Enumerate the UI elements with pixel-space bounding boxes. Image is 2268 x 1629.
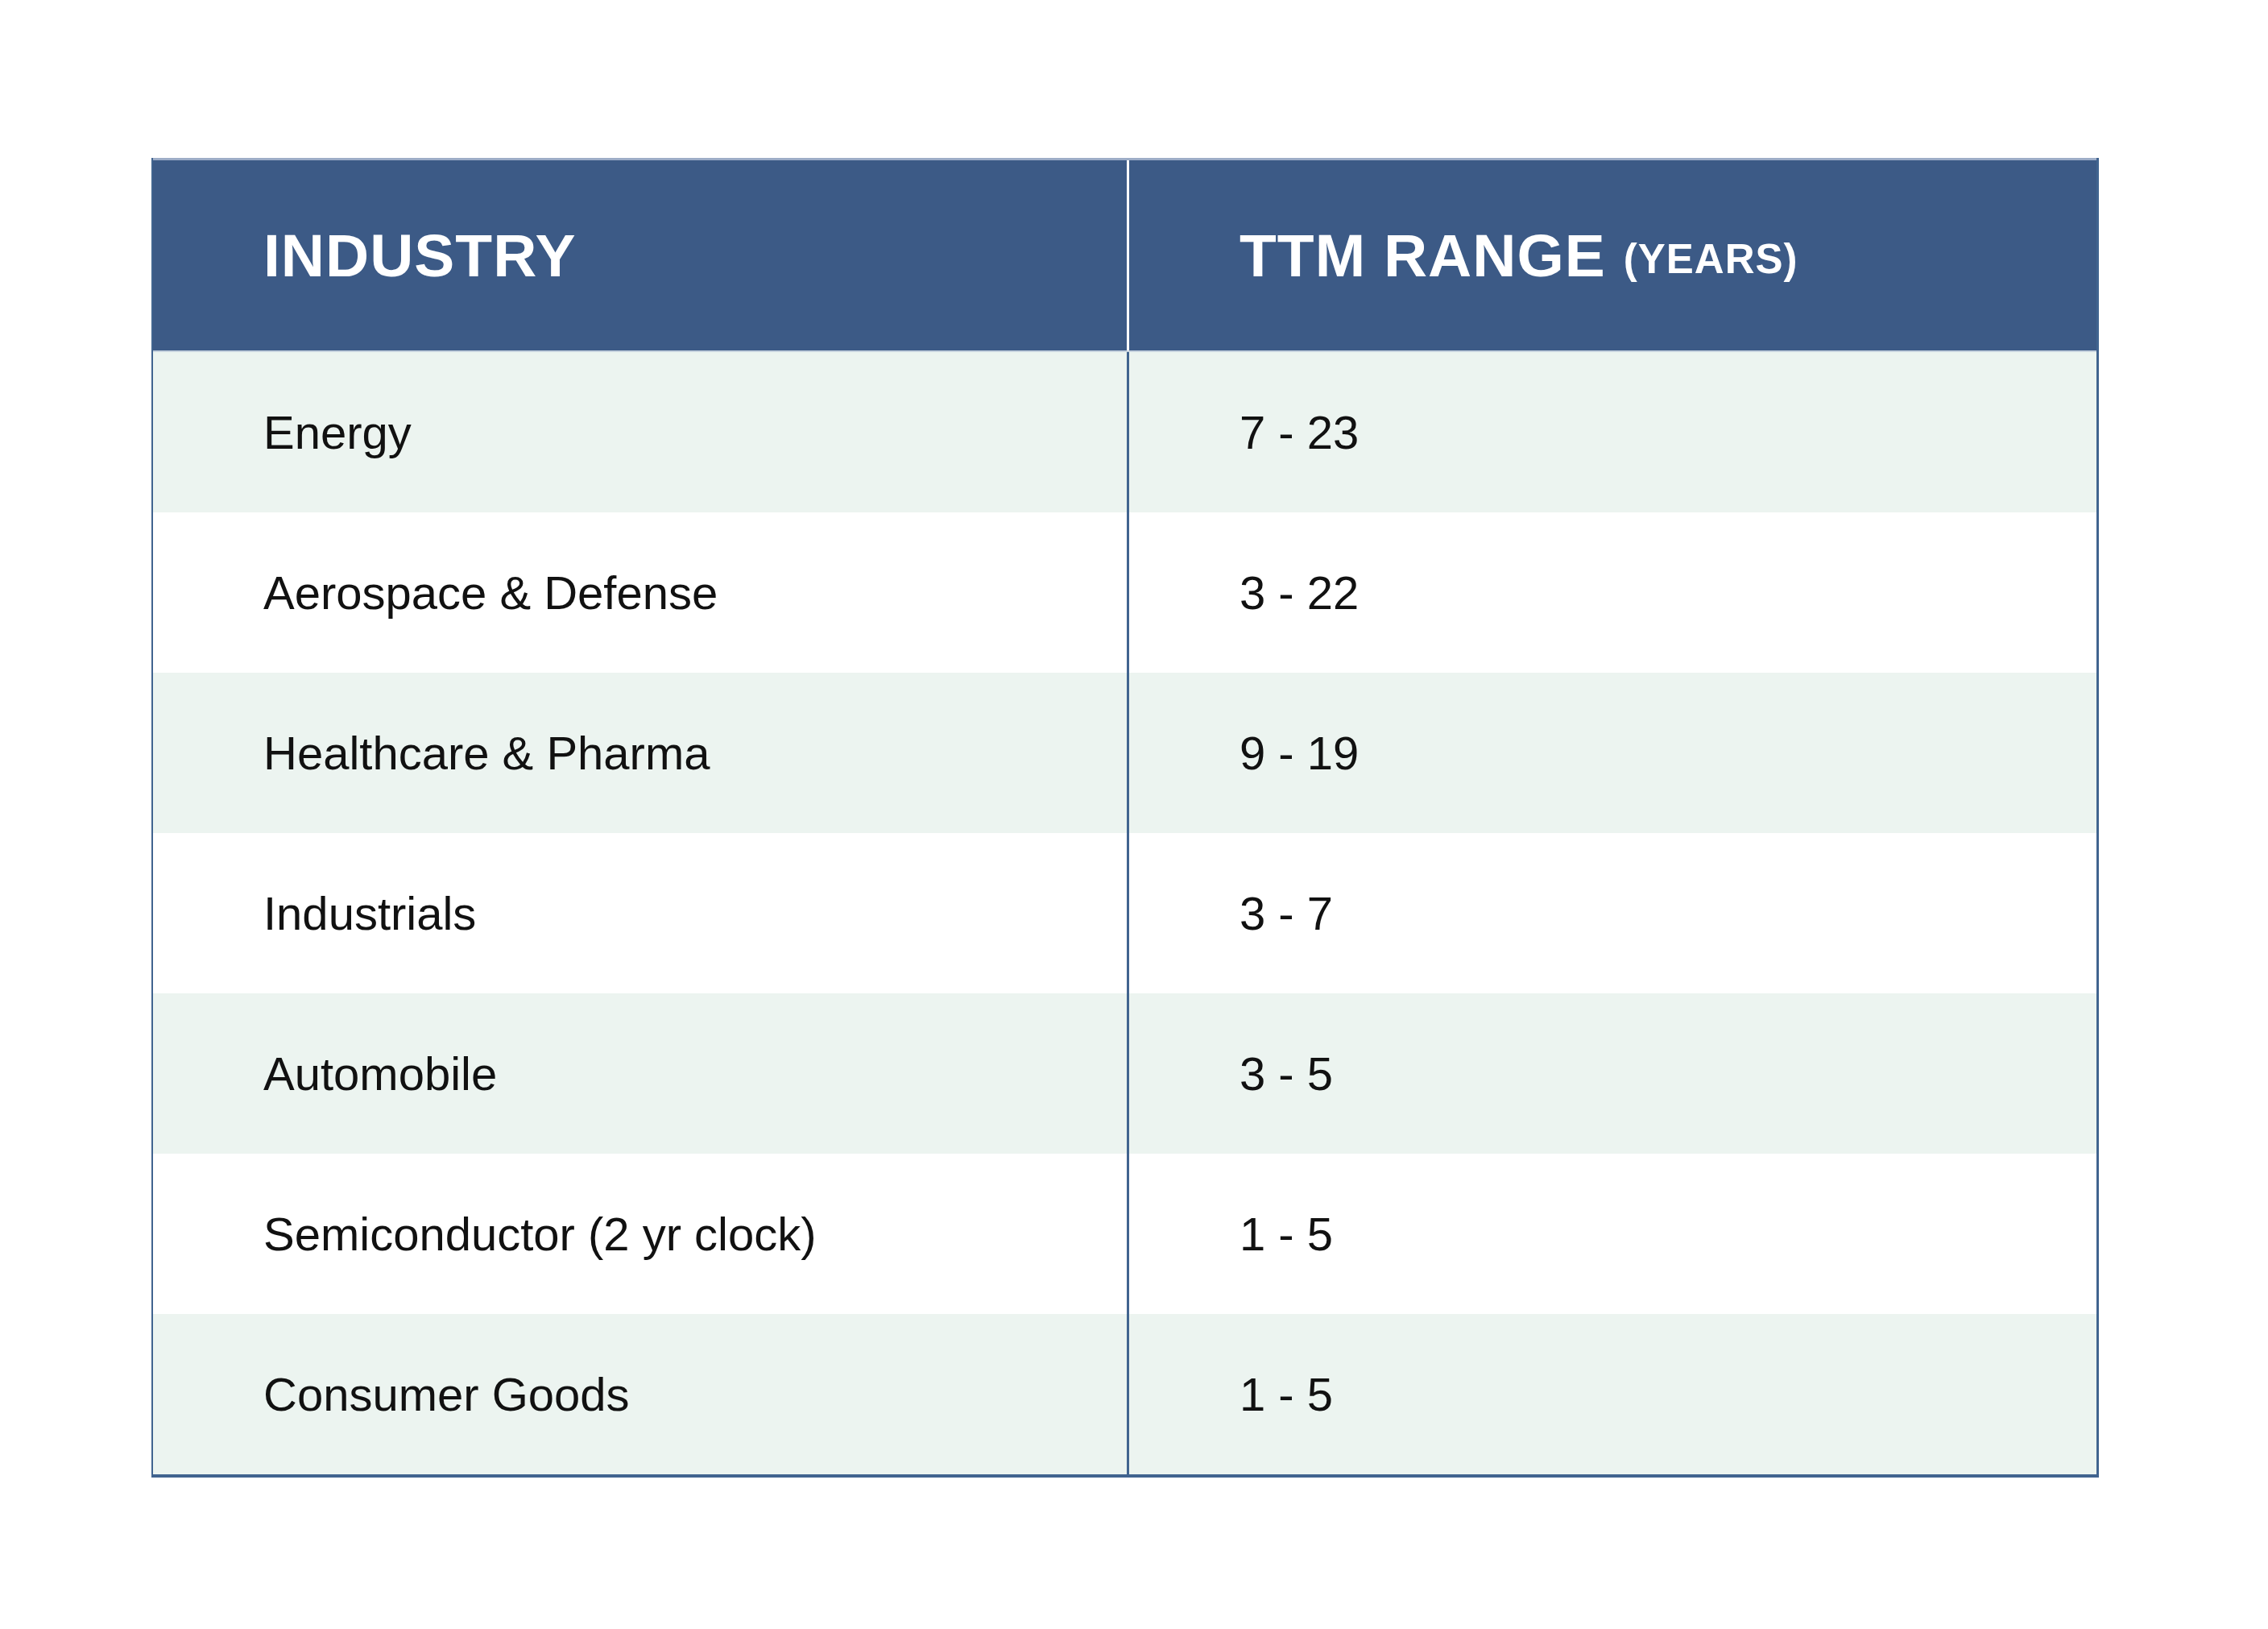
ttm-range-cell: 7 - 23	[1129, 352, 2096, 512]
industry-cell: Energy	[153, 352, 1129, 512]
industry-cell: Automobile	[153, 993, 1129, 1154]
table-row: Healthcare & Pharma 9 - 19	[153, 673, 2096, 833]
industry-cell: Semiconductor (2 yr clock)	[153, 1154, 1129, 1314]
industry-cell: Healthcare & Pharma	[153, 673, 1129, 833]
header-cell-industry: INDUSTRY	[153, 160, 1129, 350]
table-row: Aerospace & Defense 3 - 22	[153, 512, 2096, 673]
ttm-range-cell: 3 - 5	[1129, 993, 2096, 1154]
ttm-range-cell: 9 - 19	[1129, 673, 2096, 833]
table-row: Energy 7 - 23	[153, 352, 2096, 512]
table-row: Semiconductor (2 yr clock) 1 - 5	[153, 1154, 2096, 1314]
table-row: Consumer Goods 1 - 5	[153, 1314, 2096, 1474]
industry-cell: Aerospace & Defense	[153, 512, 1129, 673]
industry-cell: Consumer Goods	[153, 1314, 1129, 1474]
ttm-range-cell: 1 - 5	[1129, 1154, 2096, 1314]
ttm-range-table: INDUSTRY TTM RANGE (YEARS) Energy 7 - 23…	[151, 158, 2099, 1478]
ttm-range-cell: 3 - 7	[1129, 833, 2096, 993]
industry-column-header: INDUSTRY	[263, 226, 577, 286]
table-header-row: INDUSTRY TTM RANGE (YEARS)	[153, 158, 2096, 352]
ttm-range-units-label: (YEARS)	[1624, 232, 1798, 280]
industry-cell: Industrials	[153, 833, 1129, 993]
table-row: Industrials 3 - 7	[153, 833, 2096, 993]
ttm-range-cell: 3 - 22	[1129, 512, 2096, 673]
ttm-range-cell: 1 - 5	[1129, 1314, 2096, 1474]
ttm-range-column-header: TTM RANGE	[1240, 226, 1606, 286]
header-cell-ttm-range: TTM RANGE (YEARS)	[1129, 160, 2096, 350]
table-row: Automobile 3 - 5	[153, 993, 2096, 1154]
